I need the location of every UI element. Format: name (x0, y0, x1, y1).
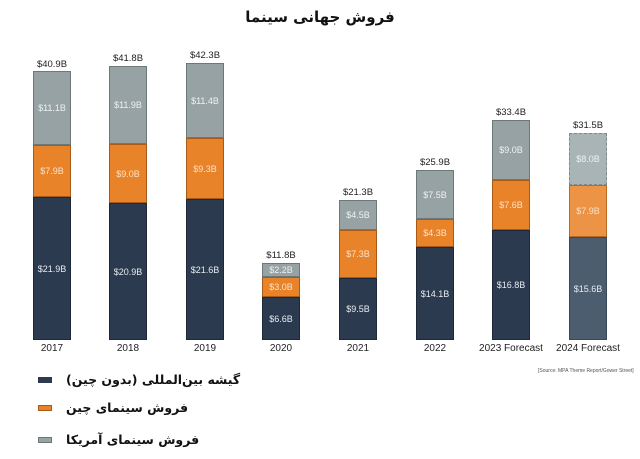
bar-2018: $11.9B $9.0B $20.9B (109, 66, 147, 340)
source-note: [Source: MPA Theme Report/Gower Street] (538, 368, 634, 374)
segment-china: $7.6B (492, 180, 530, 230)
bar-2017: $11.1B $7.9B $21.9B (33, 71, 71, 340)
segment-intl: $15.6B (569, 237, 607, 340)
segment-us: $8.0B (569, 133, 607, 185)
x-label: 2022 (423, 343, 447, 354)
x-label: 2017 (40, 343, 64, 354)
segment-intl: $16.8B (492, 230, 530, 340)
segment-china: $9.0B (109, 144, 147, 203)
segment-china: $7.3B (339, 230, 377, 278)
bar-total: $31.5B (572, 120, 604, 131)
bar-2020: $2.2B $3.0B $6.6B (262, 263, 300, 340)
bar-2019: $11.4B $9.3B $21.6B (186, 63, 224, 340)
bar-total: $33.4B (495, 107, 527, 118)
segment-intl: $9.5B (339, 278, 377, 340)
legend-swatch-china (38, 404, 52, 411)
x-label: 2018 (116, 343, 140, 354)
segment-us: $2.2B (262, 263, 300, 277)
bar-total: $42.3B (189, 50, 221, 61)
x-label: 2021 (346, 343, 370, 354)
legend-label: گیشه بین‌المللی (بدون چین) (66, 372, 241, 387)
segment-us: $4.5B (339, 200, 377, 230)
segment-china: $9.3B (186, 138, 224, 199)
chart-title: فروش جهانی سینما (245, 8, 395, 26)
legend-label: فروش سینمای آمریکا (66, 432, 200, 447)
segment-us: $9.0B (492, 120, 530, 180)
segment-us: $7.5B (416, 170, 454, 219)
segment-intl: $20.9B (109, 203, 147, 340)
bar-total: $40.9B (36, 59, 68, 70)
segment-us: $11.4B (186, 63, 224, 138)
x-label: 2024 Forecast (556, 343, 620, 354)
bar-2022: $7.5B $4.3B $14.1B (416, 170, 454, 340)
legend-item-intl: گیشه بین‌المللی (بدون چین) (38, 372, 240, 387)
x-label: 2019 (193, 343, 217, 354)
segment-china: $7.9B (569, 185, 607, 237)
legend-swatch-intl (38, 376, 52, 383)
stacked-bar-chart: $40.9B $11.1B $7.9B $21.9B 2017 $41.8B $… (33, 50, 620, 354)
segment-intl: $6.6B (262, 297, 300, 340)
segment-china: $3.0B (262, 277, 300, 297)
legend-swatch-us (38, 436, 52, 443)
legend-item-china: فروش سینمای چین (38, 400, 188, 415)
bar-total: $11.8B (266, 250, 296, 261)
segment-us: $11.1B (33, 71, 71, 145)
bar-total: $41.8B (112, 53, 144, 64)
bar-2024-forecast: $8.0B $7.9B $15.6B (569, 133, 607, 340)
segment-china: $4.3B (416, 219, 454, 247)
x-label: 2020 (269, 343, 293, 354)
segment-us: $11.9B (109, 66, 147, 144)
bar-total: $21.3B (342, 187, 374, 198)
legend-item-us: فروش سینمای آمریکا (38, 432, 199, 447)
legend-label: فروش سینمای چین (66, 400, 189, 415)
bar-2021: $4.5B $7.3B $9.5B (339, 200, 377, 340)
x-label: 2023 Forecast (479, 343, 543, 354)
segment-intl: $21.9B (33, 197, 71, 340)
segment-intl: $14.1B (416, 247, 454, 340)
segment-intl: $21.6B (186, 199, 224, 340)
bar-2023-forecast: $9.0B $7.6B $16.8B (492, 120, 530, 340)
segment-china: $7.9B (33, 145, 71, 197)
bar-total: $25.9B (419, 157, 451, 168)
